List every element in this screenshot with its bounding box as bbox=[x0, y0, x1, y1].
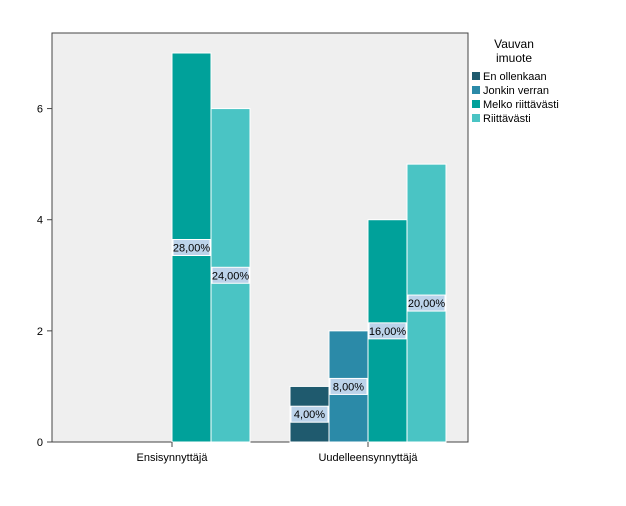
legend-title-line1: Vauvan bbox=[494, 37, 534, 51]
data-label-riittavasti-ensisynnyttaja: 24,00% bbox=[212, 270, 250, 282]
legend-swatch-jonkin-verran bbox=[472, 86, 480, 94]
legend-label-jonkin-verran: Jonkin verran bbox=[483, 85, 549, 97]
data-label-box bbox=[211, 266, 250, 284]
data-label-riittavasti-uudelleensynnyttaja: 20,00% bbox=[408, 298, 446, 310]
y-tick-label: 2 bbox=[37, 326, 43, 338]
data-label-melko-riittavasti-uudelleensynnyttaja: 16,00% bbox=[369, 326, 407, 338]
data-label-melko-riittavasti-ensisynnyttaja: 28,00% bbox=[173, 243, 211, 255]
data-label-box bbox=[368, 322, 407, 340]
y-tick-label: 6 bbox=[37, 104, 43, 116]
data-label-jonkin-verran-uudelleensynnyttaja: 8,00% bbox=[333, 381, 364, 393]
data-label-box bbox=[407, 294, 446, 312]
data-label-box bbox=[172, 239, 211, 256]
data-label-box bbox=[329, 377, 368, 395]
legend-label-en-ollenkaan: En ollenkaan bbox=[483, 71, 547, 83]
data-label-en-ollenkaan-uudelleensynnyttaja: 4,00% bbox=[294, 409, 325, 421]
x-tick-label-ensisynnyttaja: Ensisynnyttäjä bbox=[137, 452, 209, 464]
legend-label-melko-riittavasti: Melko riittävästi bbox=[483, 99, 559, 111]
x-tick-label-uudelleensynnyttaja: Uudelleensynnyttäjä bbox=[318, 452, 418, 464]
legend-swatch-en-ollenkaan bbox=[472, 72, 480, 80]
y-tick-label: 0 bbox=[37, 437, 43, 449]
legend-swatch-riittavasti bbox=[472, 114, 480, 122]
legend-label-riittavasti: Riittävästi bbox=[483, 113, 531, 125]
y-tick-label: 4 bbox=[37, 215, 43, 227]
legend-swatch-melko-riittavasti bbox=[472, 100, 480, 108]
data-label-box bbox=[290, 405, 329, 423]
legend-title-line2: imuote bbox=[496, 51, 532, 65]
